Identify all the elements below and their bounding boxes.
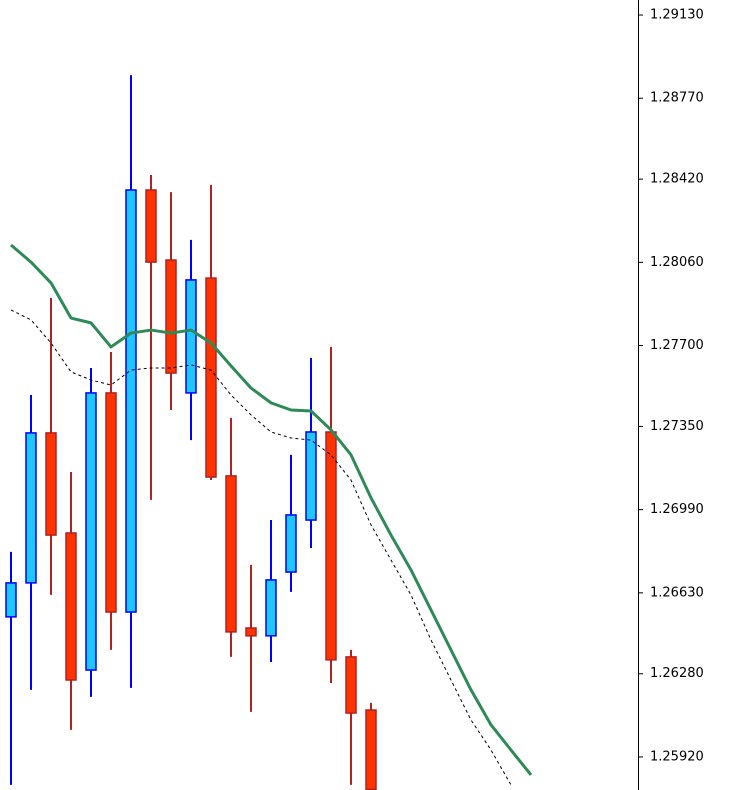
candle-body xyxy=(205,277,217,478)
y-tick-label: 1.28060 xyxy=(650,255,704,270)
candle-body xyxy=(305,431,317,521)
y-tick-label: 1.26630 xyxy=(650,585,704,600)
candle-body xyxy=(325,431,337,661)
candle-body xyxy=(345,656,357,714)
candle-body xyxy=(185,279,197,394)
candle-body xyxy=(5,582,17,618)
y-tick-label: 1.29130 xyxy=(650,8,704,23)
candle-body xyxy=(25,432,37,584)
y-tick-label: 1.26990 xyxy=(650,502,704,517)
candle-body xyxy=(85,392,97,671)
candle-body xyxy=(105,392,117,613)
y-tick-label: 1.27700 xyxy=(650,338,704,353)
candle-body xyxy=(265,579,277,637)
y-tick-label: 1.28770 xyxy=(650,91,704,106)
candle-body xyxy=(365,709,377,790)
y-tick-label: 1.27350 xyxy=(650,419,704,434)
candle-body xyxy=(145,189,157,263)
plot-area xyxy=(5,75,533,790)
candle-body xyxy=(45,432,57,536)
candle-body xyxy=(285,514,297,573)
candle-body xyxy=(125,189,137,613)
candle-body xyxy=(65,532,77,681)
y-tick-label: 1.25920 xyxy=(650,749,704,764)
y-tick-label: 1.28420 xyxy=(650,172,704,187)
candle-body xyxy=(225,475,237,633)
candle-body xyxy=(165,259,177,374)
y-tick-label: 1.26280 xyxy=(650,666,704,681)
moving-average-line xyxy=(10,243,533,776)
candle-body xyxy=(245,627,257,637)
